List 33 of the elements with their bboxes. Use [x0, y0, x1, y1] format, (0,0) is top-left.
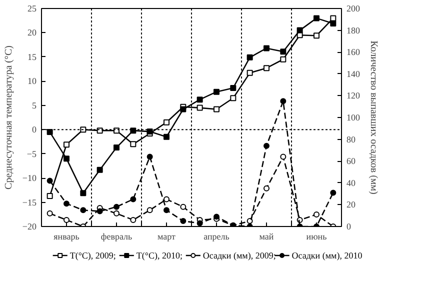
y-tick-label: 20 — [28, 28, 37, 38]
legend-label: T(°C), 2010; — [136, 250, 182, 260]
x-tick-label: март — [158, 232, 176, 242]
x-tick-label: май — [259, 232, 274, 242]
y2-tick-label: 40 — [346, 178, 356, 188]
y2-tick-label: 20 — [346, 200, 356, 210]
y-tick-label: 25 — [28, 4, 37, 14]
y2-tick-label: 80 — [346, 134, 356, 144]
y-tick-label: −20 — [22, 222, 37, 232]
y2-tick-label: 0 — [346, 222, 352, 232]
x-tick-label: апрель — [204, 232, 230, 242]
y2-tick-label: 100 — [346, 112, 360, 122]
x-tick-label: февраль — [100, 232, 132, 242]
y2-tick-label: 180 — [346, 25, 360, 36]
y2-tick-label: 140 — [346, 68, 360, 79]
y2-tick-label: 160 — [346, 47, 360, 58]
legend-label: Осадки (мм), 2010 — [292, 250, 363, 260]
y-tick-label: −15 — [22, 197, 37, 208]
y-tick-label: 0 — [32, 124, 37, 135]
y-tick-label: −10 — [22, 173, 37, 184]
y2-tick-label: 120 — [346, 90, 360, 101]
y-axis-title: Среднесуточная температура (°C) — [3, 46, 14, 190]
x-tick-label: январь — [54, 232, 80, 242]
y-tick-label: 10 — [28, 76, 37, 86]
legend-label: T(°C), 2009; — [70, 250, 116, 260]
y2-axis-title: Количество выпавших осадков (мм) — [368, 40, 379, 194]
x-tick-label: июнь — [306, 232, 327, 242]
y2-tick-label: 200 — [346, 4, 360, 14]
y-tick-label: −5 — [26, 148, 37, 159]
y2-tick-label: 60 — [346, 156, 356, 166]
legend-label: Осадки (мм), 2009; — [202, 250, 276, 260]
y-tick-label: 5 — [32, 100, 37, 110]
y-tick-label: 15 — [28, 52, 37, 62]
